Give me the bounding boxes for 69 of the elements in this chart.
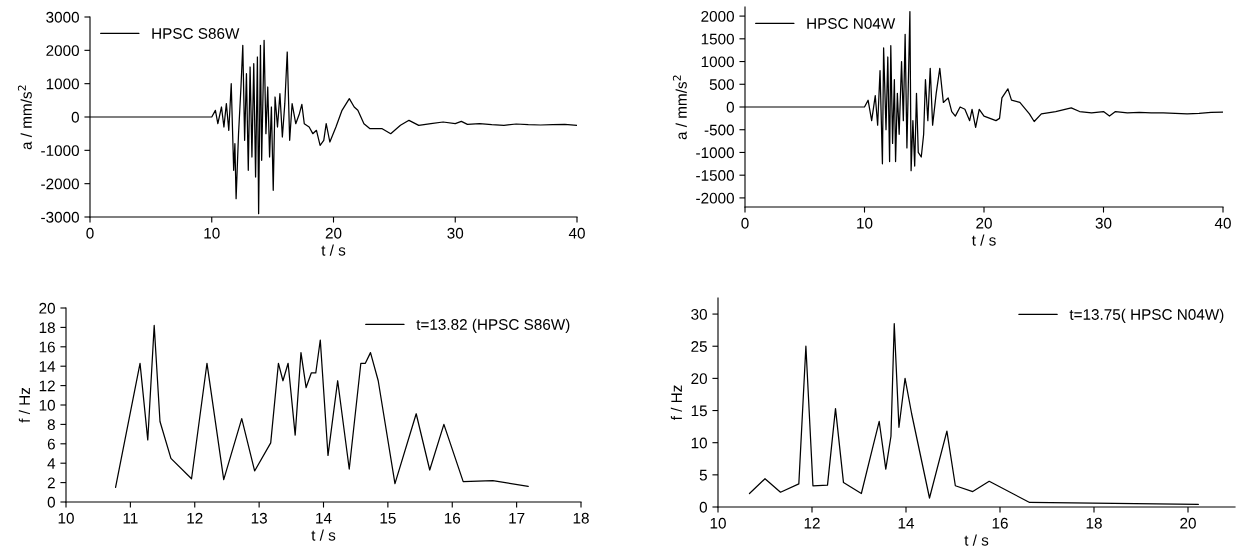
x-tick-label: 16 <box>992 517 1008 529</box>
y-tick-label: 2 <box>47 477 55 489</box>
x-axis-title: t / s <box>964 534 989 546</box>
y-tick-label: 30 <box>691 308 707 320</box>
y-tick-label: 12 <box>39 380 55 392</box>
x-tick-label: 40 <box>568 227 585 239</box>
x-tick-label: 18 <box>1086 517 1102 529</box>
x-tick-label: 20 <box>976 217 992 229</box>
y-tick-label: -500 <box>704 124 734 136</box>
x-tick-label: 11 <box>123 512 138 524</box>
y-tick-label: 18 <box>39 322 55 334</box>
y-tick-label: -1500 <box>696 170 734 181</box>
y-tick-label: 10 <box>39 399 55 411</box>
y-tick-label: -2000 <box>696 192 734 204</box>
legend-label: t=13.82 (HPSC S86W) <box>416 318 570 333</box>
y-tick-label: -1000 <box>41 145 79 157</box>
y-tick-label: 0 <box>47 496 55 508</box>
y-tick-label: 14 <box>39 361 56 372</box>
x-tick-label: 20 <box>325 227 342 239</box>
y-tick-label: 5 <box>699 469 707 481</box>
y-tick-label: -1000 <box>696 147 734 159</box>
legend-label: HPSC S86W <box>152 28 240 39</box>
x-tick-label: 30 <box>447 227 464 239</box>
y-tick-label: 6 <box>47 438 55 450</box>
x-axis-title: t / s <box>311 529 336 541</box>
x-tick-label: 10 <box>857 217 873 229</box>
x-tick-label: 14 <box>316 512 332 524</box>
y-tick-label: 2000 <box>701 10 734 22</box>
y-tick-label: 4 <box>47 458 56 469</box>
x-tick-label: 12 <box>187 512 203 524</box>
y-tick-label: 8 <box>47 419 55 431</box>
x-tick-label: 0 <box>741 217 749 229</box>
x-tick-label: 16 <box>444 512 461 524</box>
x-tick-label: 18 <box>573 512 589 524</box>
y-axis-title: f / Hz <box>18 387 31 423</box>
legend-label: HPSC N04W <box>807 18 896 29</box>
x-axis-title: t / s <box>321 244 346 256</box>
y-tick-label: 1000 <box>46 78 79 90</box>
y-tick-label: 1500 <box>701 33 734 45</box>
y-tick-label: 0 <box>726 101 734 113</box>
y-tick-label: 20 <box>691 373 707 385</box>
y-tick-label: -2000 <box>41 178 79 190</box>
x-axis-title: t / s <box>971 234 996 246</box>
x-tick-label: 17 <box>509 512 525 524</box>
y-tick-label: 0 <box>71 111 79 123</box>
x-tick-label: 30 <box>1095 217 1112 229</box>
y-tick-label: 500 <box>709 79 734 90</box>
y-tick-label: -3000 <box>41 211 79 223</box>
y-axis-title: a / mm/s$^{2}$ <box>17 85 32 150</box>
y-tick-label: 10 <box>691 437 707 449</box>
x-tick-label: 10 <box>204 227 220 239</box>
x-tick-label: 20 <box>1180 517 1196 529</box>
x-tick-label: 14 <box>898 517 915 529</box>
y-axis-title: f / Hz <box>670 385 683 421</box>
y-tick-label: 25 <box>691 341 707 352</box>
legend-label: t=13.75( HPSC N04W) <box>1069 308 1224 323</box>
y-tick-label: 3000 <box>46 11 79 23</box>
y-tick-label: 20 <box>39 302 55 314</box>
x-tick-label: 13 <box>251 512 267 524</box>
x-tick-label: 12 <box>804 517 820 529</box>
y-tick-label: 15 <box>691 405 707 417</box>
y-tick-label: 1000 <box>701 56 734 68</box>
x-tick-label: 0 <box>86 227 94 239</box>
y-tick-label: 16 <box>39 341 55 353</box>
y-tick-label: 2000 <box>46 45 79 57</box>
x-tick-label: 15 <box>380 512 396 524</box>
y-axis-title: a / mm/s$^{2}$ <box>672 75 687 140</box>
x-tick-label: 40 <box>1214 217 1231 229</box>
y-tick-label: 0 <box>699 501 707 513</box>
